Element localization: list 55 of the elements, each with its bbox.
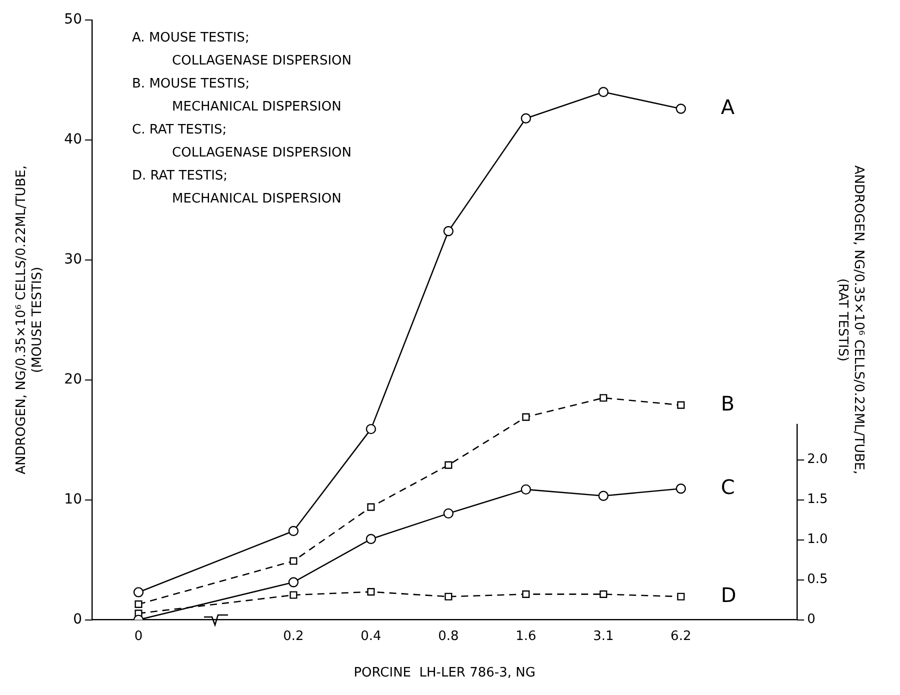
point <box>443 226 454 236</box>
series-label: A <box>720 94 735 119</box>
y2-tick-label: 0.5 <box>807 572 828 588</box>
annotation: B. MOUSE TESTIS; MECHANICAL DISPERSION <box>132 76 342 114</box>
point <box>676 484 686 494</box>
annotation: A. MOUSE TESTIS; COLLAGENASE DISPERSION <box>132 30 352 68</box>
x-tick-label: 6.2 <box>670 628 692 644</box>
x-tick-label: 0.2 <box>283 628 304 644</box>
point <box>520 484 532 495</box>
series-label: D <box>720 582 736 607</box>
y2-tick-label: 0 <box>807 612 816 628</box>
point <box>288 577 299 588</box>
x-tick-label: 0 <box>134 628 143 644</box>
point <box>520 113 532 124</box>
point <box>290 557 298 565</box>
point <box>522 590 530 598</box>
point <box>598 490 609 501</box>
y2-tick-label: 1.5 <box>807 492 828 508</box>
point <box>677 401 685 409</box>
point <box>598 86 609 98</box>
point <box>677 592 685 600</box>
point <box>522 413 530 421</box>
point <box>288 526 299 536</box>
point <box>444 461 452 469</box>
point <box>600 394 608 402</box>
point <box>366 424 376 434</box>
y-tick-label: 20 <box>64 372 82 388</box>
point <box>444 592 452 600</box>
annotation: D. RAT TESTIS; MECHANICAL DISPERSION <box>132 168 342 206</box>
y2-tick-label: 2.0 <box>807 452 828 468</box>
point <box>366 534 376 544</box>
annotation: C. RAT TESTIS; COLLAGENASE DISPERSION <box>132 122 352 160</box>
point <box>676 104 686 114</box>
y-axis-title: ANDROGEN, NG/0.35×10⁶ CELLS/0.22ML/TUBE, (MOUSE TESTIS) <box>14 165 45 474</box>
point <box>367 503 375 511</box>
point <box>134 600 142 608</box>
series-label: C <box>720 474 735 499</box>
y-tick-label: 40 <box>64 132 82 148</box>
x-tick-label: 0.8 <box>438 628 459 644</box>
point <box>367 588 375 596</box>
series-label: B <box>720 391 735 416</box>
y-tick-label: 50 <box>64 12 82 28</box>
y2-axis-title: ANDROGEN, NG/0.35×10⁶ CELLS/0.22ML/TUBE, (RAT TESTIS) <box>835 165 866 474</box>
x-tick-label: 1.6 <box>516 628 536 644</box>
y2-tick-label: 1.0 <box>807 532 828 548</box>
x-tick-label: 3.1 <box>593 628 614 644</box>
point <box>290 591 298 599</box>
x-axis-title: PORCINE LH-LER 786-3, NG <box>354 666 536 681</box>
y-tick-label: 30 <box>64 252 82 268</box>
x-tick-label: 0.4 <box>360 628 382 644</box>
point <box>133 587 144 598</box>
point <box>443 508 454 519</box>
y-tick-label: 10 <box>64 491 82 508</box>
y-tick-label: 0 <box>73 611 82 628</box>
point <box>600 590 608 598</box>
